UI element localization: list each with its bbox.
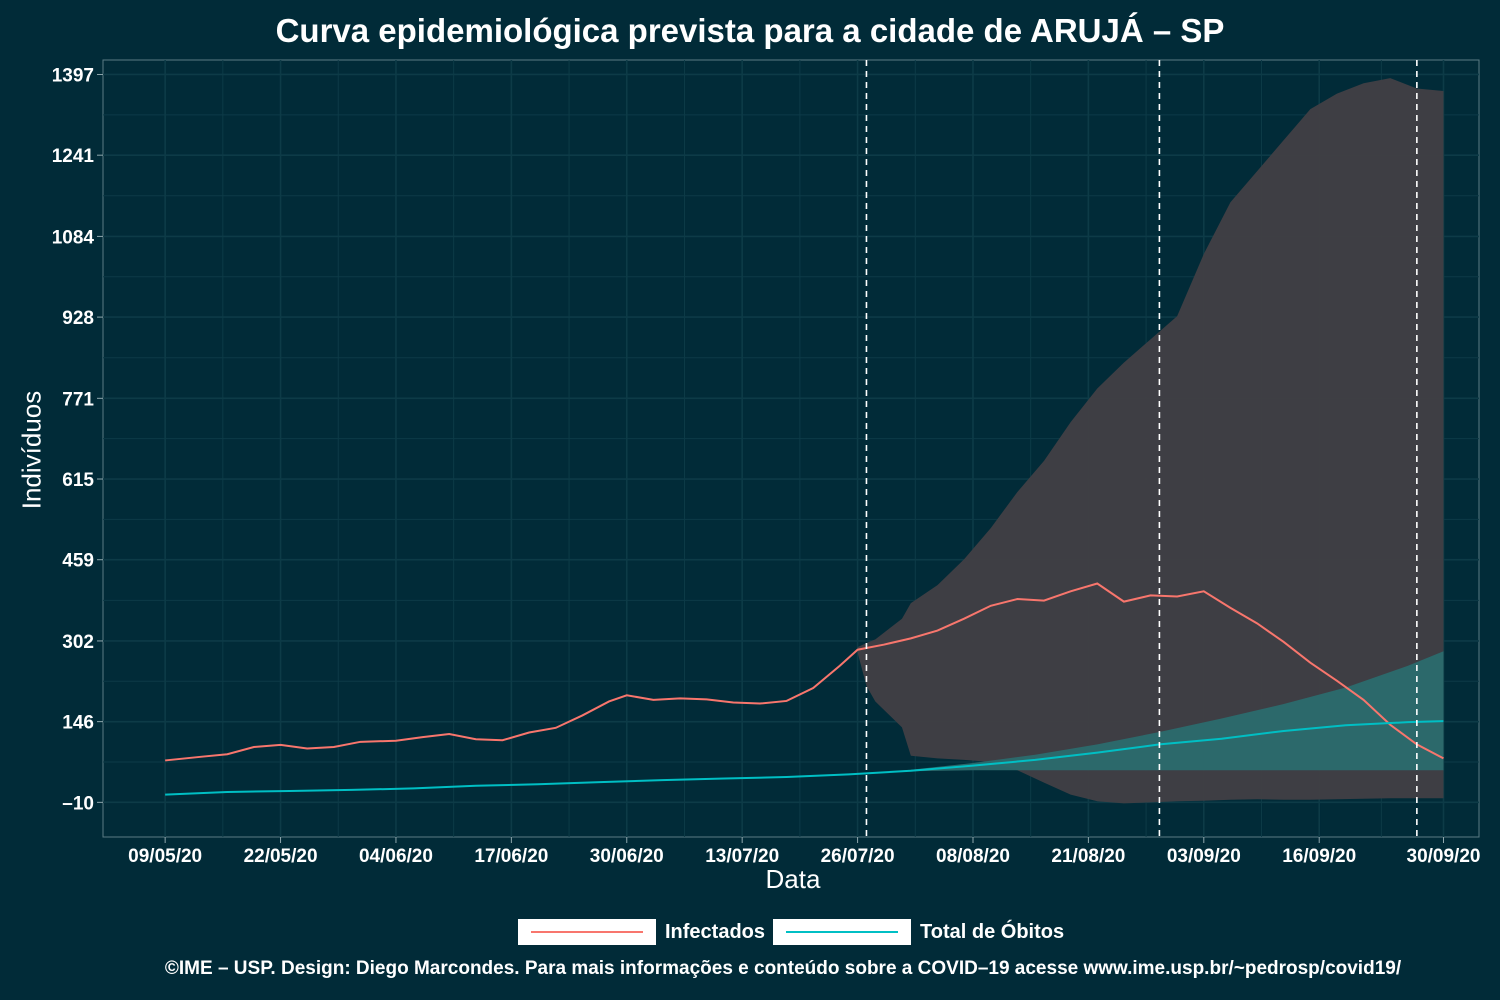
legend-label-infectados: Infectados <box>665 920 766 943</box>
vline-layer <box>865 60 1418 837</box>
legend-item-obitos: Total de Óbitos <box>773 919 1064 945</box>
x-tick-label: 08/08/20 <box>936 846 1010 867</box>
legend-key-obitos <box>773 919 912 945</box>
y-tick-label: 615 <box>62 470 94 491</box>
x-tick-label: 16/09/20 <box>1282 846 1356 867</box>
y-tick-label: 1084 <box>52 227 95 248</box>
y-tick-label: –10 <box>62 793 94 814</box>
band-layer <box>857 78 1444 804</box>
chart-title: Curva epidemiológica prevista para a cid… <box>275 12 1225 49</box>
obitos-line <box>165 720 1444 796</box>
infectados-line <box>165 582 1444 762</box>
axis-layer: 09/05/20 22/05/20 04/06/20 17/06/20 30/06/20… <box>52 65 1481 867</box>
legend-swatch-obitos <box>786 931 899 933</box>
x-tick-label: 03/09/20 <box>1167 846 1241 867</box>
x-tick-label: 09/05/20 <box>128 846 202 867</box>
y-tick-label: 928 <box>62 308 94 329</box>
y-tick-label: 771 <box>62 389 94 410</box>
legend-label-obitos: Total de Óbitos <box>920 920 1065 943</box>
legend: Infectados Total de Óbitos <box>518 918 1072 946</box>
legend-item-infectados: Infectados <box>518 919 765 945</box>
y-tick-label: 1397 <box>52 65 94 86</box>
legend-swatch-infectados <box>531 931 643 933</box>
legend-key-infectados <box>518 919 656 945</box>
x-tick-label: 30/06/20 <box>590 846 664 867</box>
y-tick-label: 459 <box>62 551 94 572</box>
line-layer <box>165 582 1444 796</box>
x-tick-label: 26/07/20 <box>821 846 895 867</box>
footer-credit: ©IME – USP. Design: Diego Marcondes. Par… <box>164 958 1402 979</box>
y-tick-label: 146 <box>62 713 94 734</box>
x-tick-label: 22/05/20 <box>244 846 318 867</box>
x-tick-label: 04/06/20 <box>359 846 433 867</box>
x-tick-label: 30/09/20 <box>1407 846 1481 867</box>
x-tick-label: 21/08/20 <box>1051 846 1125 867</box>
obitos-band <box>857 651 1444 775</box>
x-tick-label: 17/06/20 <box>474 846 548 867</box>
infectados-band <box>857 78 1444 804</box>
y-tick-label: 302 <box>62 632 94 653</box>
x-tick-label: 13/07/20 <box>705 846 779 867</box>
x-axis-title: Data <box>765 864 821 894</box>
y-tick-label: 1241 <box>52 146 95 167</box>
y-axis-title: Indivíduos <box>16 390 47 510</box>
